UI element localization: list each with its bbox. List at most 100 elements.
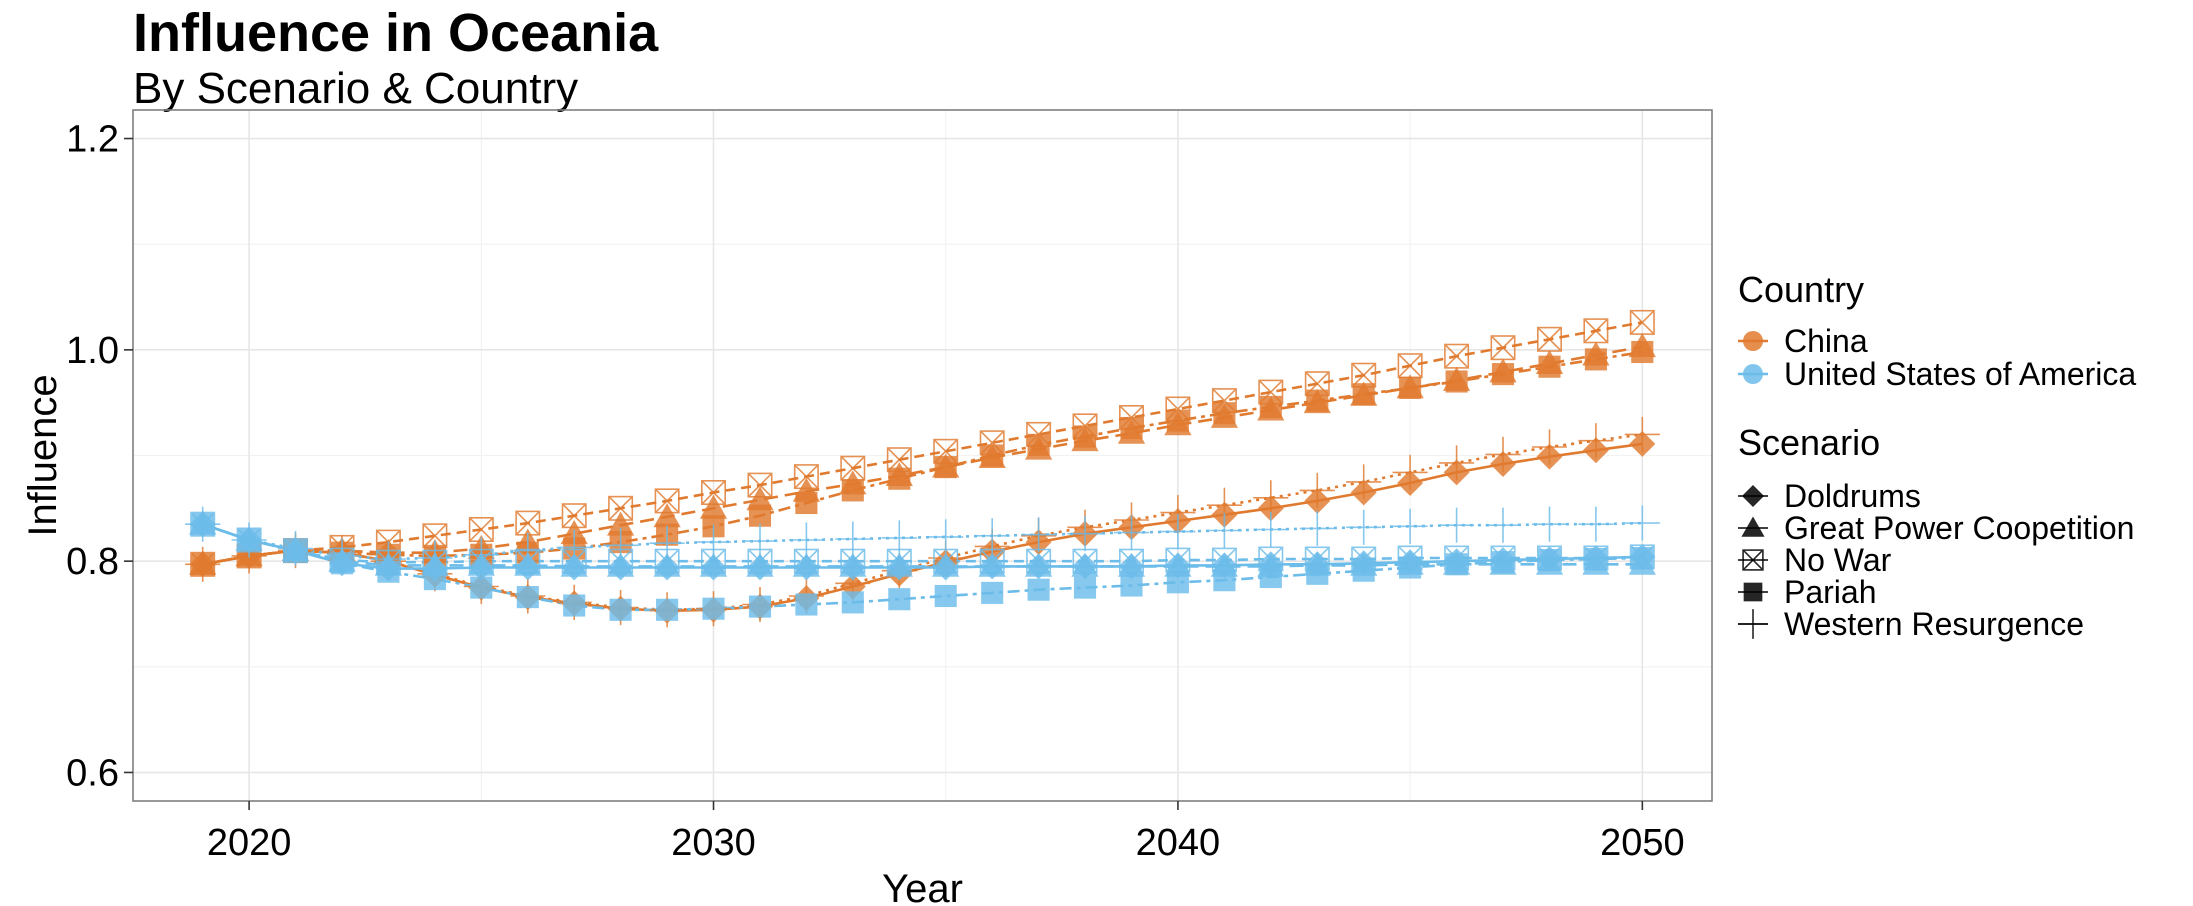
box-cross: [794, 464, 819, 489]
box-cross: [701, 480, 726, 505]
square-shape: [1259, 565, 1282, 589]
point-plus: [1021, 517, 1057, 553]
point-plus: [417, 540, 453, 576]
point-square: [1259, 565, 1282, 589]
legend-item-scenario: Western Resurgence: [1738, 606, 2084, 642]
square-shape: [1399, 376, 1422, 399]
point-plus: [928, 519, 964, 555]
square-shape: [1631, 340, 1654, 364]
point-square: [1631, 340, 1654, 364]
point-square: [1538, 549, 1561, 572]
triangle-shape: [1164, 552, 1192, 577]
point-boxed-x: [1583, 318, 1609, 344]
point-boxed-x: [1444, 343, 1470, 369]
point-triangle: [699, 494, 728, 519]
box-cross: [1537, 327, 1562, 352]
point-square: [1445, 370, 1468, 393]
point-plus: [1346, 464, 1382, 500]
legend-key-dot: [1743, 331, 1763, 351]
triangle-shape: [1741, 516, 1765, 537]
point-square: [748, 504, 772, 527]
point-boxed-x: [1490, 335, 1516, 361]
point-plus: [463, 537, 499, 573]
square-shape: [1584, 348, 1607, 371]
legend-item-scenario: No War: [1738, 542, 1892, 578]
point-square: [1120, 416, 1143, 440]
square-shape: [1213, 569, 1236, 592]
box-cross: [747, 472, 773, 498]
point-triangle: [792, 552, 821, 577]
point-diamond: [1742, 485, 1764, 507]
box-cross: [701, 548, 726, 574]
square-shape: [656, 598, 679, 621]
triangle-shape: [978, 552, 1006, 577]
box-cross: [1119, 548, 1144, 574]
box-shape: [1583, 318, 1609, 344]
series-line: [202, 321, 1643, 566]
point-plus: [1531, 429, 1568, 465]
point-plus: [1067, 516, 1103, 552]
triangle-shape: [885, 552, 913, 577]
point-triangle: [606, 552, 635, 577]
square-shape: [423, 568, 446, 591]
square-shape: [1120, 416, 1143, 440]
point-square: [1538, 355, 1561, 378]
point-square: [1120, 574, 1143, 597]
point-plus: [788, 522, 824, 558]
point-triangle: [653, 503, 681, 528]
point-square: [423, 568, 446, 591]
point-square: [702, 597, 725, 620]
point-plus: [1485, 436, 1521, 472]
square-shape: [934, 584, 957, 608]
point-boxed-x: [1537, 326, 1562, 352]
point-square: [981, 581, 1004, 604]
series-line: [202, 433, 1643, 612]
point-square: [1584, 547, 1607, 571]
square-shape: [1631, 546, 1654, 570]
series-line: [202, 442, 1643, 613]
point-triangle: [839, 552, 867, 577]
box-shape: [1742, 549, 1764, 571]
point-plus: [1253, 511, 1289, 548]
point-triangle: [1117, 552, 1146, 577]
point-square: [1213, 402, 1236, 425]
box-cross: [1630, 310, 1655, 335]
box-cross: [1072, 548, 1098, 574]
point-square: [1073, 576, 1097, 599]
axes: 2020 2030 2040 2050 0.6 0.8 1.0 1.2 Year Influenc…: [21, 119, 1685, 906]
chart-title: Influence in Oceania: [133, 3, 659, 63]
legend-item-scenario: Doldrums: [1738, 478, 1921, 514]
box-cross: [840, 548, 866, 574]
box-cross: [747, 548, 773, 574]
x-tick-label: 2030: [671, 822, 756, 864]
point-boxed-x: [747, 472, 773, 498]
box-cross: [887, 548, 912, 574]
point-boxed-x: [1742, 549, 1764, 571]
box-shape: [747, 472, 773, 498]
square-shape: [795, 491, 818, 515]
point-triangle: [1741, 516, 1765, 537]
legend-title-scenario: Scenario: [1738, 422, 1880, 463]
point-triangle: [653, 552, 681, 577]
box-shape: [654, 488, 680, 514]
point-triangle: [932, 552, 960, 577]
point-square: [1027, 433, 1050, 456]
point-plus: [370, 541, 406, 577]
point-triangle: [978, 552, 1006, 577]
triangle-shape: [1071, 552, 1099, 577]
square-shape: [888, 588, 911, 611]
point-plus: [1738, 609, 1768, 639]
point-square: [1166, 571, 1189, 594]
square-shape: [470, 576, 493, 599]
point-square: [934, 456, 957, 479]
point-triangle: [746, 552, 774, 577]
square-shape: [1166, 571, 1189, 594]
point-plus: [1206, 512, 1242, 549]
square-shape: [1399, 556, 1422, 579]
point-square: [609, 598, 632, 621]
point-triangle: [699, 552, 728, 577]
point-boxed-x: [1629, 309, 1655, 335]
box-shape: [561, 503, 587, 529]
